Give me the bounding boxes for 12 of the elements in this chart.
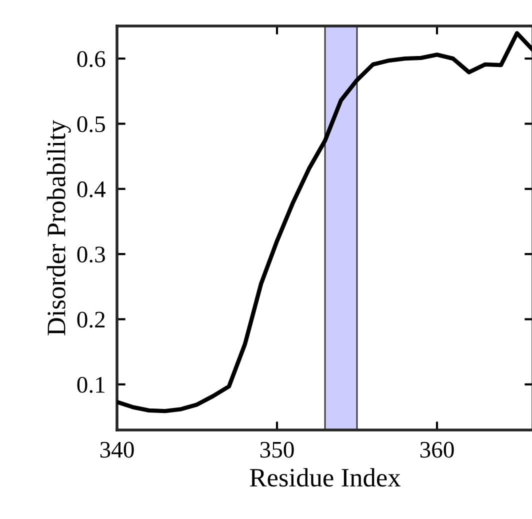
x-tick-label: 350 bbox=[260, 442, 294, 458]
y-tick-label: 0.4 bbox=[77, 181, 106, 198]
x-tick-label: 360 bbox=[420, 442, 454, 458]
y-tick-label: 0.3 bbox=[77, 246, 105, 263]
y-tick-label: 0.5 bbox=[77, 116, 105, 132]
x-tick-label: 340 bbox=[100, 442, 134, 458]
y-tick-label: 0.1 bbox=[77, 376, 104, 393]
x-axis-title: Residue Index bbox=[250, 468, 401, 487]
line-series bbox=[117, 31, 532, 414]
y-axis-title: Disorder Probability bbox=[46, 120, 71, 336]
y-tick-label: 0.6 bbox=[77, 51, 106, 68]
y-tick-label: 0.2 bbox=[77, 312, 105, 328]
